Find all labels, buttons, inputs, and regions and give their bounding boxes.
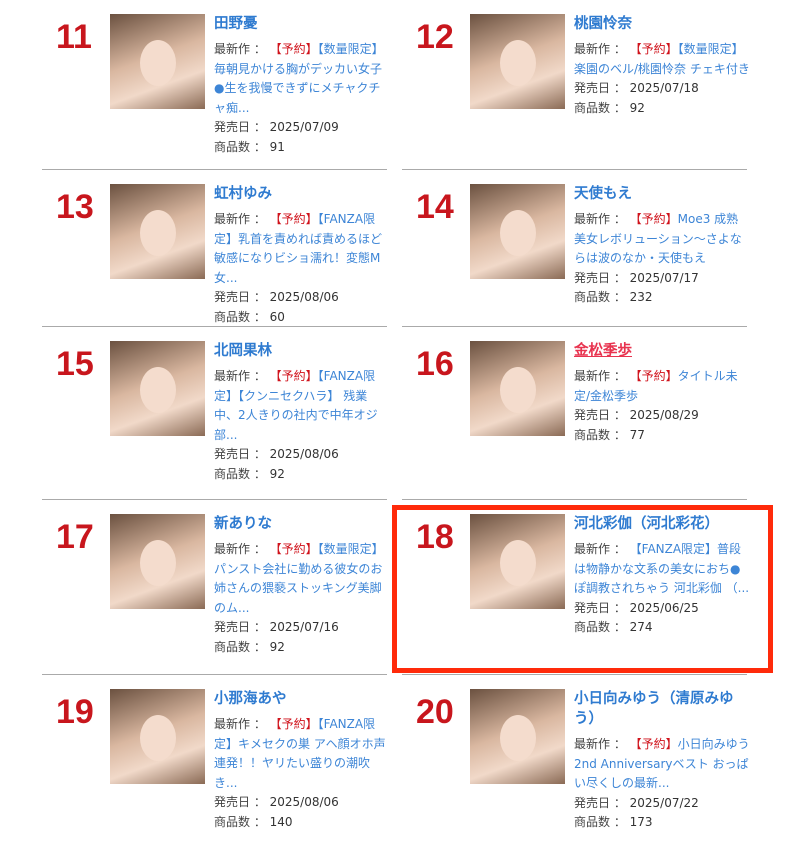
latest-label: 最新作 ： (574, 212, 630, 226)
release-date: 発売日 ： 2025/07/16 (214, 620, 339, 634)
release-date: 発売日 ： 2025/07/09 (214, 120, 339, 134)
product-count: 商品数 ： 92 (214, 639, 285, 654)
actress-name-link[interactable]: 河北彩伽（河北彩花） (574, 516, 719, 532)
latest-work-link[interactable]: Moe3 成熟美女レボリューション〜さよならは波のなか・天使もえ (574, 212, 742, 265)
release-date: 発売日 ： 2025/08/06 (214, 447, 339, 461)
latest-work-link[interactable]: 【FANZA限定】乳首を責めれば責めるほど敏感になりビショ濡れ！変態M女... (214, 212, 383, 285)
ranking-item: 11 田野憂 最新作 ： 【予約】【数量限定】毎朝見かける胸がデッカい女子●生を… (42, 0, 387, 170)
ranking-item: 17 新ありな 最新作 ： 【予約】【数量限定】パンスト会社に勤める彼女のお姉さ… (42, 500, 387, 675)
latest-label: 最新作 ： (574, 737, 630, 751)
actress-name-link[interactable]: 小那海あや (214, 691, 287, 707)
release-date: 発売日 ： 2025/08/29 (574, 408, 699, 422)
latest-work-link[interactable]: 【数量限定】パンスト会社に勤める彼女のお姉さんの猥褻ストッキング美脚のム... (214, 542, 384, 615)
actress-name-link[interactable]: 田野憂 (214, 16, 258, 32)
product-count: 商品数 ： 92 (214, 466, 285, 481)
product-count: 商品数 ： 140 (214, 814, 293, 829)
reserve-badge: 【予約】 (629, 212, 678, 226)
actress-photo[interactable] (110, 689, 205, 784)
latest-label: 最新作 ： (574, 542, 630, 556)
reserve-badge: 【予約】 (629, 737, 678, 751)
actress-photo[interactable] (470, 689, 565, 784)
ranking-item: 13 虹村ゆみ 最新作 ： 【予約】【FANZA限定】乳首を責めれば責めるほど敏… (42, 170, 387, 327)
actress-name-link[interactable]: 天使もえ (574, 186, 632, 202)
latest-work-link[interactable]: タイトル未定/金松季歩 (574, 369, 738, 403)
ranking-item: 16 金松季歩 最新作 ： 【予約】タイトル未定/金松季歩 発売日 ： 2025… (402, 327, 747, 500)
product-count: 商品数 ： 91 (214, 139, 285, 154)
ranking-item: 12 桃園怜奈 最新作 ： 【予約】【数量限定】楽園のベル/桃園怜奈 チェキ付き… (402, 0, 750, 170)
release-date: 発売日 ： 2025/07/18 (574, 81, 699, 95)
reserve-badge: 【予約】 (269, 212, 318, 226)
actress-photo[interactable] (470, 514, 565, 609)
latest-work: 最新作 ： 【予約】【FANZA限定】乳首を責めれば責めるほど敏感になりビショ濡… (214, 210, 390, 288)
rank-number: 16 (416, 345, 454, 383)
product-count: 商品数 ： 77 (574, 427, 645, 442)
actress-name-link[interactable]: 北岡果林 (214, 343, 272, 359)
ranking-item: 14 天使もえ 最新作 ： 【予約】Moe3 成熟美女レボリューション〜さよなら… (402, 170, 747, 327)
actress-name-link[interactable]: 小日向みゆう（清原みゆう） (574, 691, 734, 727)
reserve-badge: 【予約】 (629, 42, 678, 56)
latest-work: 最新作 ： 【予約】Moe3 成熟美女レボリューション〜さよならは波のなか・天使… (574, 210, 750, 269)
actress-photo[interactable] (110, 14, 205, 109)
product-count: 商品数 ： 232 (574, 290, 653, 304)
latest-work-link[interactable]: 小日向みゆう 2nd Anniversaryベスト おっぱい尽くしの最新... (574, 737, 750, 790)
actress-photo[interactable] (110, 341, 205, 436)
product-count: 商品数 ： 173 (574, 815, 653, 829)
ranking-item: 15 北岡果林 最新作 ： 【予約】【FANZA限定】【クンニセクハラ】 残業中… (42, 327, 387, 500)
product-count: 商品数 ： 274 (574, 620, 653, 634)
latest-work: 最新作 ： 【予約】【FANZA限定】キメセクの巣 アヘ顔オホ声連発！！ヤリたい… (214, 715, 390, 793)
latest-label: 最新作 ： (574, 369, 630, 383)
rank-number: 19 (56, 693, 94, 731)
reserve-badge: 【予約】 (269, 42, 318, 56)
reserve-badge: 【予約】 (269, 369, 318, 383)
release-date: 発売日 ： 2025/08/06 (214, 290, 339, 304)
release-date: 発売日 ： 2025/06/25 (574, 600, 699, 615)
latest-label: 最新作 ： (214, 42, 270, 56)
latest-work-link[interactable]: 【FANZA限定】キメセクの巣 アヘ顔オホ声連発！！ヤリたい盛りの潮吹き... (214, 717, 386, 790)
rank-number: 17 (56, 518, 94, 556)
latest-work-link[interactable]: 【FANZA限定】普段は物静かな文系の美女におち●ぽ調教されちゃう 河北彩伽 （… (574, 542, 750, 595)
actress-name-link[interactable]: 金松季歩 (574, 343, 632, 359)
rank-number: 11 (56, 18, 92, 56)
actress-photo[interactable] (470, 184, 565, 279)
latest-work: 最新作 ： 【予約】【数量限定】毎朝見かける胸がデッカい女子●生を我慢できずにメ… (214, 40, 390, 118)
latest-label: 最新作 ： (214, 369, 270, 383)
actress-photo[interactable] (470, 341, 565, 436)
reserve-badge: 【予約】 (269, 542, 318, 556)
latest-work-link[interactable]: 【数量限定】楽園のベル/桃園怜奈 チェキ付き (574, 42, 750, 76)
product-count: 商品数 ： 92 (574, 100, 645, 115)
rank-number: 18 (416, 518, 454, 556)
latest-label: 最新作 ： (214, 542, 270, 556)
actress-photo[interactable] (110, 184, 205, 279)
latest-work: 最新作 ： 【FANZA限定】普段は物静かな文系の美女におち●ぽ調教されちゃう … (574, 540, 750, 599)
rank-number: 14 (416, 188, 454, 226)
latest-work: 最新作 ： 【予約】小日向みゆう 2nd Anniversaryベスト おっぱい… (574, 735, 750, 794)
latest-work-link[interactable]: 【数量限定】毎朝見かける胸がデッカい女子●生を我慢できずにメチャクチャ痴... (214, 42, 384, 115)
actress-photo[interactable] (110, 514, 205, 609)
release-date: 発売日 ： 2025/07/17 (574, 270, 699, 285)
rank-number: 20 (416, 693, 454, 731)
release-date: 発売日 ： 2025/08/06 (214, 795, 339, 809)
latest-label: 最新作 ： (214, 212, 270, 226)
ranking-item: 19 小那海あや 最新作 ： 【予約】【FANZA限定】キメセクの巣 アヘ顔オホ… (42, 675, 387, 843)
actress-name-link[interactable]: 虹村ゆみ (214, 186, 272, 202)
latest-work-link[interactable]: 【FANZA限定】【クンニセクハラ】 残業中、2人きりの社内で中年オジ部... (214, 369, 378, 442)
latest-label: 最新作 ： (574, 42, 630, 56)
product-count: 商品数 ： 60 (214, 309, 285, 324)
rank-number: 13 (56, 188, 94, 226)
release-date: 発売日 ： 2025/07/22 (574, 795, 699, 810)
latest-work: 最新作 ： 【予約】【FANZA限定】【クンニセクハラ】 残業中、2人きりの社内… (214, 367, 390, 445)
latest-work: 最新作 ： 【予約】【数量限定】楽園のベル/桃園怜奈 チェキ付き (574, 40, 750, 79)
ranking-item: 20 小日向みゆう（清原みゆう） 最新作 ： 【予約】小日向みゆう 2nd An… (402, 675, 750, 843)
rank-number: 12 (416, 18, 454, 56)
latest-work: 最新作 ： 【予約】【数量限定】パンスト会社に勤める彼女のお姉さんの猥褻ストッキ… (214, 540, 390, 618)
ranking-item: 18 河北彩伽（河北彩花） 最新作 ： 【FANZA限定】普段は物静かな文系の美… (402, 500, 750, 675)
actress-name-link[interactable]: 桃園怜奈 (574, 16, 632, 32)
actress-photo[interactable] (470, 14, 565, 109)
reserve-badge: 【予約】 (629, 369, 678, 383)
rank-number: 15 (56, 345, 94, 383)
latest-label: 最新作 ： (214, 717, 270, 731)
actress-name-link[interactable]: 新ありな (214, 516, 272, 532)
reserve-badge: 【予約】 (269, 717, 318, 731)
latest-work: 最新作 ： 【予約】タイトル未定/金松季歩 (574, 367, 750, 406)
